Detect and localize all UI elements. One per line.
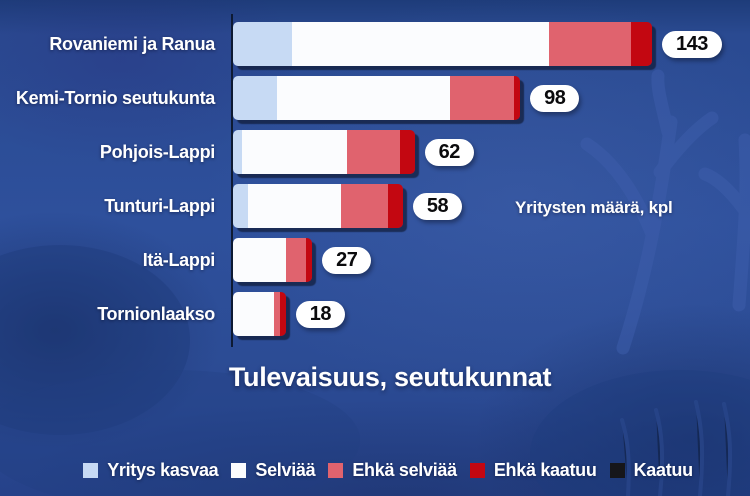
bar-segment-ehk-selvi	[347, 130, 400, 174]
bar-segment-yritys-kasvaa	[233, 130, 242, 174]
legend-label: Ehkä selviää	[352, 460, 457, 480]
value-badge: 62	[424, 138, 474, 166]
legend-item-selvi: Selviää	[231, 460, 316, 481]
value-badge: 143	[661, 30, 722, 58]
legend-item-kaatuu: Kaatuu	[609, 460, 694, 481]
legend-swatch-yritys-kasvaa	[83, 463, 99, 478]
legend-label: Ehkä kaatuu	[493, 460, 597, 480]
value-badge: 27	[322, 246, 372, 274]
legend-swatch-ehk-kaatuu	[469, 463, 485, 478]
region-label: Tornionlaakso	[97, 303, 215, 324]
stacked-bar	[233, 238, 313, 282]
legend-swatch-kaatuu	[609, 463, 625, 478]
bar-segment-ehk-kaatuu	[631, 22, 652, 66]
chart-row: Itä-Lappi 27	[0, 238, 722, 282]
bar-segment-selvi	[276, 76, 450, 120]
bar-segment-ehk-selvi	[341, 184, 389, 228]
region-label: Kemi-Tornio seutukunta	[15, 87, 215, 108]
stacked-bar	[233, 292, 286, 336]
stacked-bar	[233, 184, 403, 228]
legend: Yritys kasvaa Selviää Ehkä selviää Ehkä kaa…	[0, 460, 750, 481]
legend-label: Selviää	[255, 460, 316, 480]
bar-segment-yritys-kasvaa	[233, 76, 277, 120]
bar-segment-ehk-selvi	[285, 238, 307, 282]
chart-row: Pohjois-Lappi 62	[0, 130, 722, 174]
stacked-bar	[233, 76, 521, 120]
bar-segment-selvi	[241, 130, 348, 174]
grass-strokes	[620, 400, 733, 496]
bar-segment-ehk-selvi	[274, 292, 280, 336]
legend-swatch-ehk-selvi	[328, 463, 344, 478]
bar-segment-ehk-kaatuu	[388, 184, 403, 228]
legend-item-ehk-kaatuu: Ehkä kaatuu	[469, 460, 597, 481]
bar-segment-selvi	[233, 238, 286, 282]
bar-segment-ehk-kaatuu	[306, 238, 313, 282]
legend-swatch-selvi	[231, 463, 247, 478]
stacked-bar	[233, 22, 652, 66]
value-badge: 98	[530, 84, 580, 112]
bar-segment-yritys-kasvaa	[233, 184, 248, 228]
stacked-bar	[233, 130, 415, 174]
chart-title: Tulevaisuus, seutukunnat	[228, 362, 552, 392]
value-badge: 58	[412, 192, 463, 220]
bar-segment-yritys-kasvaa	[233, 22, 292, 66]
region-label: Rovaniemi ja Ranua	[49, 33, 215, 54]
chart-row: Tunturi-Lappi 58	[0, 184, 722, 228]
bar-segment-ehk-kaatuu	[514, 76, 521, 120]
value-badge: 18	[295, 300, 345, 328]
bar-segment-ehk-selvi	[449, 76, 515, 120]
legend-label: Kaatuu	[633, 460, 694, 480]
chart-annotation: Yritysten määrä, kpl	[515, 198, 673, 217]
chart-row: Tornionlaakso 18	[0, 292, 722, 336]
y-axis-line	[231, 14, 233, 347]
region-label: Tunturi-Lappi	[104, 195, 215, 216]
bar-segment-selvi	[233, 292, 275, 336]
legend-item-yritys-kasvaa: Yritys kasvaa	[83, 460, 219, 481]
chart-rows: Rovaniemi ja Ranua 143 Kemi-Tornio seutuku…	[0, 22, 722, 336]
chart-row: Kemi-Tornio seutukunta 98	[0, 76, 722, 120]
bar-segment-selvi	[291, 22, 550, 66]
bar-segment-selvi	[247, 184, 342, 228]
legend-item-ehk-selvi: Ehkä selviää	[328, 460, 457, 481]
bar-segment-ehk-selvi	[549, 22, 632, 66]
legend-label: Yritys kasvaa	[107, 460, 219, 480]
bar-segment-ehk-kaatuu	[279, 292, 286, 336]
chart-row: Rovaniemi ja Ranua 143	[0, 22, 722, 66]
bar-segment-ehk-kaatuu	[399, 130, 415, 174]
region-label: Itä-Lappi	[142, 249, 216, 270]
region-label: Pohjois-Lappi	[99, 141, 215, 162]
